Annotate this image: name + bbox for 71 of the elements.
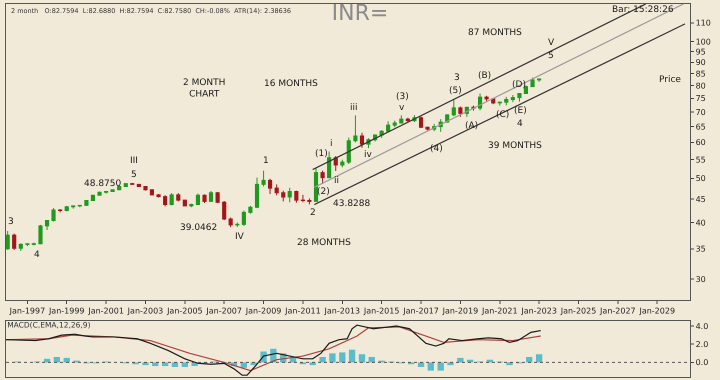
annotation: ii [334,176,340,186]
annotation: 28 MONTHS [297,238,352,248]
annotation: 5 [548,51,554,61]
x-tick-label: Jan-2001 [87,306,124,316]
annotation: iv [364,150,372,160]
y-tick-label: 80 [696,81,706,90]
y-tick-label: 60 [696,138,706,148]
annotation: 4 [517,119,523,129]
x-tick-label: Jan-2023 [520,306,557,316]
x-tick-label: Jan-2015 [362,306,400,316]
y-tick-label: 4.0 [696,322,708,331]
annotation: (B) [478,71,492,81]
y-tick-label: 55 [696,155,706,164]
annotation: (3) [396,92,409,102]
y-tick-label: 30 [696,275,706,284]
x-tick-label: Jan-2025 [560,306,596,316]
x-tick-label: Jan-1999 [48,306,85,316]
annotation: 5 [131,170,137,180]
y-tick-label: 40 [696,218,706,228]
annotation: (4) [430,144,443,154]
chart-title: INR= [332,1,388,26]
annotation: (5) [449,86,462,96]
y-tick-label: 70 [696,108,706,117]
annotation: 1 [263,156,269,166]
y-tick-label: 2.0 [696,340,708,350]
x-tick-label: Jan-2009 [244,306,282,316]
annotation: III [130,156,138,166]
annotation: (1) [315,149,328,159]
annotation: 3 [8,217,14,227]
x-tick-label: Jan-2027 [599,306,636,316]
annotation: v [399,103,405,113]
x-tick-label: Jan-2021 [480,306,518,316]
annotation: Price [659,75,682,85]
annotation: 4 [34,250,40,260]
annotation: V [548,38,555,48]
y-tick-label: 45 [696,194,706,204]
annotation: (E) [514,106,527,116]
y-tick-label: 50 [696,174,706,184]
annotation: 3 [454,73,460,83]
annotation: IV [235,232,245,242]
y-tick-label: 95 [696,48,706,57]
annotation: (C) [496,110,510,120]
annotation: 43.8288 [333,199,370,209]
x-tick-label: Jan-2005 [166,306,203,316]
annotation: Bar: 15:28:26 [612,5,674,15]
x-tick-label: Jan-2007 [205,306,242,316]
x-tick-label: Jan-1997 [8,306,46,316]
y-tick-label: 0.0 [696,358,708,368]
annotation: (D) [512,80,526,90]
annotation: 48.8750 [84,179,122,189]
annotation: iii [350,103,358,113]
annotation: 39.0462 [180,223,218,233]
annotation: 2 MONTH CHART [183,78,226,100]
y-tick-label: 110 [696,18,711,28]
x-tick-label: Jan-2029 [638,306,676,316]
x-tick-label: Jan-2011 [284,306,321,316]
x-tick-label: Jan-2017 [402,306,439,316]
annotation: 87 MONTHS [468,28,522,38]
y-tick-label: 85 [696,69,706,78]
annotation: 16 MONTHS [264,79,318,89]
x-tick-label: Jan-2013 [324,306,360,316]
annotation: 2 [310,208,316,218]
annotation: 39 MONTHS [488,141,542,151]
annotation: i [330,139,333,149]
y-tick-label: 100 [696,37,711,46]
x-tick-label: Jan-2003 [126,306,164,316]
y-tick-label: 65 [696,122,706,132]
x-tick-label: Jan-2019 [442,306,478,316]
y-tick-label: 90 [696,58,706,68]
y-tick-label: 75 [696,94,706,104]
y-tick-label: 35 [696,244,706,254]
